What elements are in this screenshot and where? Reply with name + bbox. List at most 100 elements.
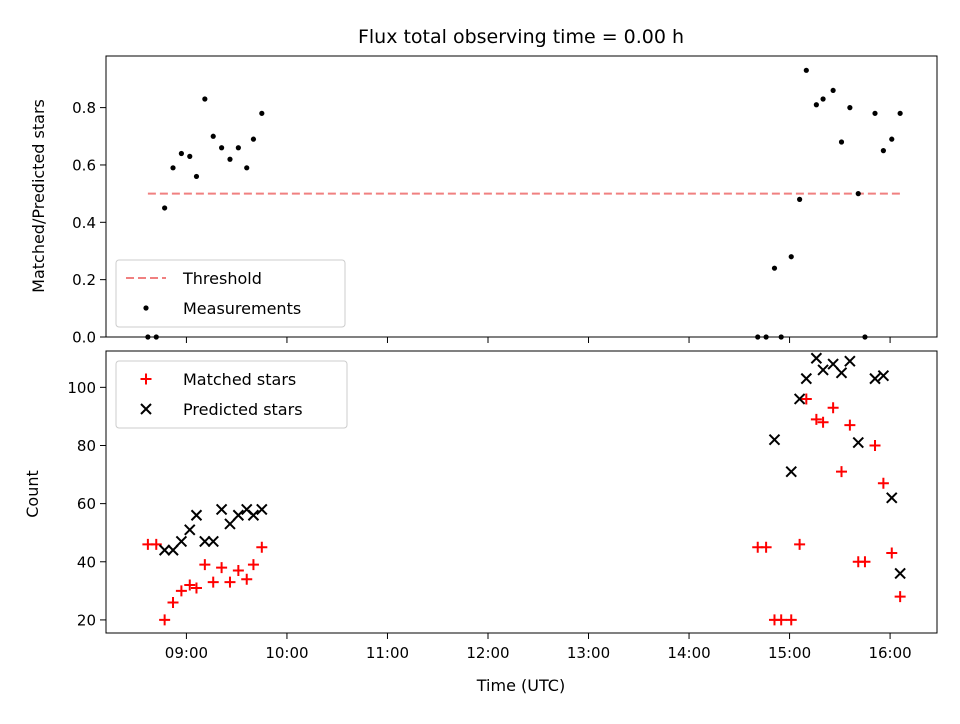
data-point: [877, 477, 889, 489]
data-point: [886, 547, 898, 559]
data-point: [827, 358, 839, 370]
y-tick-label: 100: [67, 379, 96, 397]
y-tick-label: 0.2: [72, 271, 96, 289]
x-tick-label: 12:00: [466, 644, 509, 662]
data-point: [794, 538, 806, 550]
data-point: [167, 544, 179, 556]
data-point: [199, 559, 211, 571]
x-tick-label: 09:00: [165, 644, 208, 662]
data-point: [202, 96, 208, 102]
data-point: [827, 402, 839, 414]
data-point: [175, 535, 188, 548]
data-point: [803, 67, 809, 73]
data-point: [844, 355, 856, 367]
data-point: [215, 503, 228, 516]
data-point: [199, 535, 211, 548]
bottom-panel: 09:00 10:00 11:00 12:00 13:00 14:00 15:00 16:00…: [67, 350, 938, 662]
data-point: [847, 105, 853, 111]
plot-frame: [105, 55, 938, 338]
data-point: [250, 136, 257, 142]
legend-label: Measurements: [183, 299, 301, 318]
data-point: [897, 110, 903, 116]
legend-label: Matched stars: [183, 370, 296, 389]
data-point: [830, 87, 836, 94]
x-tick-label: 15:00: [768, 644, 811, 662]
data-point: [190, 582, 202, 594]
data-point: [855, 191, 861, 197]
chart-title: Flux total observing time = 0.00 h: [358, 26, 684, 48]
top-y-axis-label: Matched/Predicted stars: [29, 99, 48, 293]
data-point: [836, 466, 848, 478]
data-point: [785, 465, 797, 478]
data-point: [800, 372, 813, 385]
data-point: [894, 567, 906, 580]
data-point: [852, 436, 864, 449]
data-point: [813, 102, 819, 108]
data-point: [817, 416, 829, 428]
y-tick-label: 0.8: [72, 99, 96, 117]
data-point: [817, 364, 829, 376]
data-point: [788, 254, 794, 260]
data-point: [247, 559, 259, 571]
data-point: [810, 352, 823, 364]
data-point: [184, 524, 196, 536]
data-point: [835, 367, 848, 379]
x-tick-label: 10:00: [265, 644, 308, 662]
bottom-y-axis-label: Count: [23, 470, 42, 518]
data-point: [184, 579, 196, 591]
data-point: [207, 535, 219, 548]
x-tick-label: 16:00: [868, 644, 911, 662]
data-point: [838, 139, 845, 145]
data-point: [259, 110, 265, 116]
data-point: [810, 413, 822, 425]
data-point: [190, 509, 203, 521]
x-tick-label: 14:00: [667, 644, 710, 662]
data-point: [877, 370, 890, 382]
plot-frame: [105, 350, 938, 634]
y-tick-label: 0.6: [72, 156, 96, 174]
data-point: [150, 538, 162, 550]
data-point: [170, 165, 176, 171]
data-point: [768, 433, 781, 446]
legend-label: Threshold: [182, 269, 262, 288]
data-point: [820, 96, 826, 102]
data-point: [232, 564, 244, 576]
data-point: [232, 509, 245, 521]
legend-label: Predicted stars: [183, 400, 303, 419]
series-matched-stars: [142, 393, 906, 626]
legend: Matched stars Predicted stars: [115, 360, 348, 429]
data-point: [256, 503, 268, 516]
y-tick-label: 80: [77, 437, 96, 455]
data-point: [800, 393, 812, 405]
data-point: [771, 265, 778, 271]
legend-box: [115, 360, 348, 429]
data-point: [889, 136, 895, 142]
data-point: [207, 576, 219, 588]
data-point: [162, 205, 168, 211]
data-point: [247, 509, 260, 521]
top-panel: 0.0 0.2 0.4 0.6 0.8 Threshold Measurements: [72, 55, 938, 347]
data-point: [886, 492, 898, 504]
data-point: [158, 544, 171, 556]
data-point: [241, 573, 253, 585]
data-point: [775, 614, 787, 626]
data-point: [844, 419, 856, 431]
data-point: [216, 562, 228, 574]
data-point: [859, 556, 871, 568]
data-point: [227, 156, 233, 162]
data-point: [178, 150, 184, 157]
data-point: [785, 614, 797, 626]
data-point: [175, 585, 187, 597]
data-point: [244, 165, 250, 171]
y-tick-label: 20: [77, 611, 96, 629]
data-point: [235, 145, 241, 151]
data-point: [167, 596, 179, 608]
y-tick-label: 0.4: [72, 214, 96, 232]
data-point: [159, 614, 171, 626]
y-tick-label: 0.0: [72, 329, 96, 347]
series-predicted-stars: [158, 352, 906, 580]
data-point: [894, 591, 906, 603]
series-measurements: [145, 67, 903, 340]
